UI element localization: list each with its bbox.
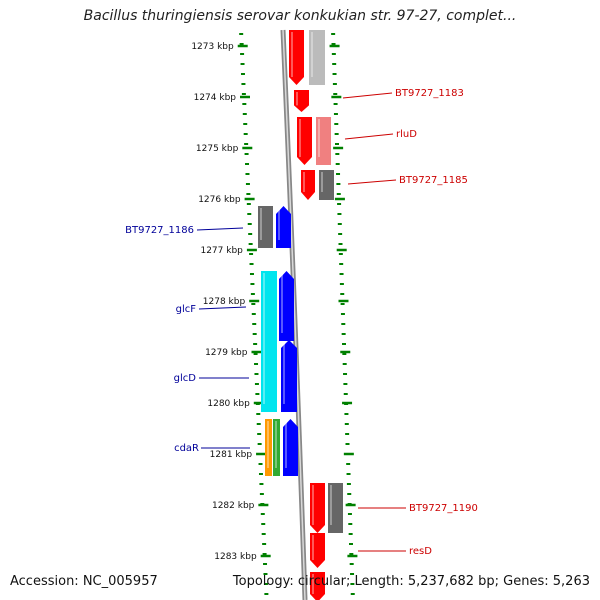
- gene-label-text: glcF: [176, 304, 197, 315]
- gene-rlud-feature[interactable]: [316, 117, 331, 165]
- gene-glc-feature-cyan[interactable]: [261, 271, 277, 412]
- leader-line: [344, 133, 394, 140]
- gene-forward-1182[interactable]: [289, 30, 304, 85]
- gene-label-text: glcD: [174, 373, 197, 384]
- tick-labels: 1273 kbp 1274 kbp 1275 kbp 1276 kbp 1277 kbp…: [191, 42, 257, 562]
- tick-label: 1273 kbp: [191, 42, 234, 52]
- gene-cdar[interactable]: [283, 419, 298, 476]
- tick-label: 1280 kbp: [207, 399, 250, 409]
- gene-bt9727-1186-feature[interactable]: [258, 206, 273, 248]
- tick-label: 1278 kbp: [203, 297, 246, 307]
- leader-line: [196, 227, 244, 231]
- gene-label-text: BT9727_1190: [409, 503, 478, 514]
- gene-glcd[interactable]: [281, 340, 297, 412]
- tick-label: 1275 kbp: [196, 144, 239, 154]
- gene-label-glcd[interactable]: glcD: [174, 373, 249, 384]
- gene-label-rlud[interactable]: rluD: [344, 129, 417, 140]
- chromosome-backbone: [280, 29, 308, 600]
- leader-line: [198, 306, 247, 310]
- gene-bt9727-1190[interactable]: [310, 483, 325, 533]
- leader-line: [342, 92, 393, 99]
- tick-track: [237, 33, 358, 595]
- gene-feature-grey[interactable]: [309, 30, 325, 85]
- gene-label-text: BT9727_1186: [125, 225, 194, 236]
- gene-resd[interactable]: [310, 533, 325, 568]
- gene-rlud-forward[interactable]: [297, 117, 312, 165]
- leader-line: [347, 179, 397, 185]
- gene-label-cdar[interactable]: cdaR: [174, 443, 250, 454]
- gene-bt9727-1190-feature[interactable]: [328, 483, 343, 533]
- tick-label: 1282 kbp: [212, 501, 255, 511]
- gene-cdar-green[interactable]: [273, 419, 280, 476]
- gene-features: [258, 30, 343, 600]
- gene-label-text: rluD: [396, 129, 417, 140]
- tick-label: 1281 kbp: [210, 450, 253, 460]
- gene-label-bt9727-1183[interactable]: BT9727_1183: [342, 88, 464, 99]
- gene-label-text: resD: [409, 546, 432, 557]
- tick-label: 1274 kbp: [194, 93, 237, 103]
- gene-cdar-orange[interactable]: [265, 419, 272, 476]
- gene-label-bt9727-1186[interactable]: BT9727_1186: [125, 225, 244, 236]
- tick-label: 1276 kbp: [198, 195, 241, 205]
- gene-label-glcf[interactable]: glcF: [176, 304, 247, 315]
- tick-label: 1283 kbp: [214, 552, 257, 562]
- tick-label: 1279 kbp: [205, 348, 248, 358]
- gene-bt9727-1183[interactable]: [294, 90, 309, 112]
- gene-label-bt9727-1190[interactable]: BT9727_1190: [358, 503, 478, 514]
- gene-bt9727-1186[interactable]: [276, 206, 291, 248]
- gene-label-text: cdaR: [174, 443, 199, 454]
- gene-labels: BT9727_1183 rluD BT9727_1185 BT9727_1186glc…: [125, 88, 478, 557]
- chromosome-arc-highlight: [282, 29, 306, 600]
- gene-label-text: BT9727_1185: [399, 175, 468, 186]
- map-title: Bacillus thuringiensis serovar konkukian…: [83, 8, 517, 24]
- gene-forward-1192[interactable]: [310, 572, 325, 600]
- gene-bt9727-1185[interactable]: [301, 170, 315, 200]
- tick-label: 1277 kbp: [200, 246, 243, 256]
- accession-text: Accession: NC_005957: [10, 574, 158, 589]
- gene-glcf[interactable]: [279, 271, 294, 341]
- gene-bt9727-1185-feature[interactable]: [319, 170, 334, 200]
- gene-label-resd[interactable]: resD: [358, 546, 432, 557]
- gene-label-text: BT9727_1183: [395, 88, 464, 99]
- topology-summary: Topology: circular; Length: 5,237,682 bp…: [232, 574, 590, 589]
- gene-label-bt9727-1185[interactable]: BT9727_1185: [347, 175, 468, 186]
